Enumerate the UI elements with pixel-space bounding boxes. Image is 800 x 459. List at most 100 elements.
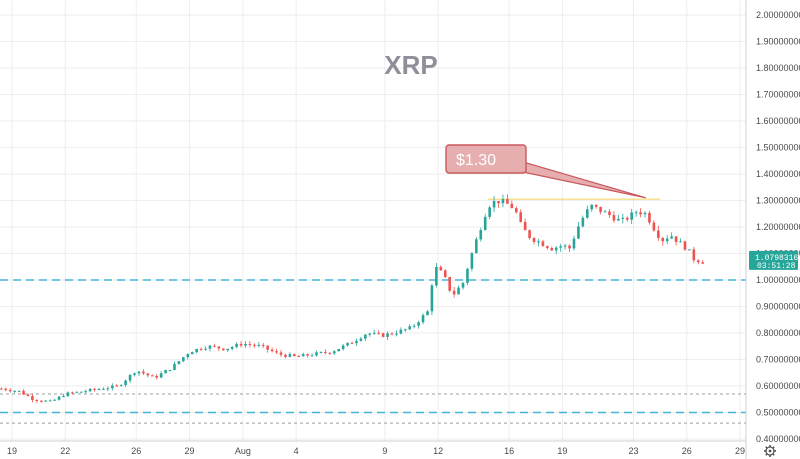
candle-body bbox=[75, 391, 79, 393]
candle bbox=[253, 343, 256, 348]
candle bbox=[182, 356, 185, 363]
candle-body bbox=[35, 400, 39, 402]
y-tick-label: 0.40000000 bbox=[756, 434, 800, 444]
candle bbox=[625, 216, 629, 222]
candle bbox=[461, 282, 465, 290]
candle bbox=[603, 209, 607, 213]
candle bbox=[381, 332, 385, 338]
candle-body bbox=[257, 344, 261, 346]
candle-body bbox=[696, 260, 700, 263]
candle-body bbox=[550, 248, 554, 251]
candle bbox=[399, 327, 403, 335]
candle bbox=[79, 391, 83, 393]
candle-body bbox=[341, 345, 345, 350]
candle-body bbox=[8, 390, 12, 392]
candle bbox=[630, 208, 633, 225]
candle-body bbox=[204, 348, 207, 350]
candle-body bbox=[417, 322, 420, 326]
candle bbox=[293, 353, 296, 357]
candle-body bbox=[514, 208, 518, 213]
candle-body bbox=[26, 394, 30, 397]
y-tick-label: 1.90000000 bbox=[756, 37, 800, 47]
candle bbox=[173, 361, 176, 371]
candle bbox=[701, 260, 705, 264]
candle bbox=[195, 348, 198, 354]
candle bbox=[106, 386, 110, 392]
last-price-countdown: 03:51:28 bbox=[757, 262, 796, 271]
y-tick-label: 1.60000000 bbox=[756, 116, 800, 126]
candle bbox=[190, 351, 194, 355]
candle-body bbox=[501, 199, 505, 204]
candle-body bbox=[559, 246, 562, 248]
candle-body bbox=[546, 246, 549, 249]
last-price-value: 1.07983163 bbox=[755, 254, 800, 263]
candle-body bbox=[173, 363, 176, 370]
candle bbox=[554, 246, 558, 255]
candle-body bbox=[17, 390, 21, 392]
candle-body bbox=[337, 349, 341, 352]
x-tick-label: 26 bbox=[131, 446, 141, 456]
candle bbox=[563, 243, 567, 250]
candle-body bbox=[253, 344, 256, 346]
gear-icon[interactable] bbox=[764, 445, 776, 457]
candle-body bbox=[137, 371, 141, 374]
candle bbox=[0, 387, 3, 390]
candle bbox=[235, 342, 238, 349]
candle bbox=[53, 399, 56, 401]
candle bbox=[408, 324, 412, 331]
candle-body bbox=[306, 354, 309, 356]
candle-body bbox=[288, 354, 292, 357]
candle bbox=[310, 353, 314, 357]
candle bbox=[581, 215, 585, 228]
candle-body bbox=[279, 352, 283, 355]
candle-body bbox=[186, 354, 190, 358]
candle bbox=[124, 379, 127, 387]
candle-body bbox=[572, 238, 576, 249]
candle-body bbox=[492, 200, 496, 208]
candle-body bbox=[470, 253, 474, 269]
candle bbox=[403, 328, 407, 333]
x-tick-label: 9 bbox=[382, 446, 387, 456]
candle-body bbox=[395, 333, 398, 335]
candle-body bbox=[0, 388, 3, 390]
candle bbox=[657, 225, 660, 241]
candle bbox=[337, 348, 341, 352]
candle bbox=[44, 399, 48, 402]
candle-body bbox=[452, 290, 456, 295]
candle-body bbox=[315, 352, 318, 356]
time-axis[interactable]: 19 22 26 29 Aug 4 9 12 16 19 23 26 29 bbox=[7, 446, 745, 456]
candle bbox=[186, 353, 190, 360]
price-callout[interactable]: $1.30 bbox=[445, 144, 647, 199]
candle-body bbox=[634, 212, 638, 214]
candle-body bbox=[275, 351, 278, 353]
candle bbox=[284, 353, 287, 359]
y-tick-label: 0.50000000 bbox=[756, 408, 800, 418]
candle bbox=[368, 332, 372, 337]
candle bbox=[559, 243, 562, 252]
candle bbox=[315, 350, 318, 357]
candle bbox=[550, 246, 554, 251]
candle-body bbox=[466, 268, 469, 283]
candle bbox=[301, 352, 305, 357]
candle-body bbox=[643, 212, 647, 215]
candle bbox=[26, 393, 30, 397]
candle-body bbox=[585, 209, 589, 218]
candle bbox=[443, 268, 447, 278]
y-tick-label: 1.50000000 bbox=[756, 143, 800, 153]
candle-body bbox=[421, 315, 425, 323]
price-axis[interactable]: 2.00000000 1.90000000 1.80000000 1.70000000… bbox=[756, 10, 800, 444]
y-tick-label: 1.80000000 bbox=[756, 63, 800, 73]
candle-body bbox=[217, 346, 221, 349]
candle-body bbox=[661, 237, 665, 242]
candle bbox=[501, 194, 505, 208]
candle bbox=[568, 244, 571, 253]
candle-body bbox=[670, 236, 673, 239]
candle bbox=[594, 204, 598, 209]
candle bbox=[506, 194, 509, 204]
candle bbox=[102, 387, 105, 391]
x-tick-label: 16 bbox=[504, 446, 514, 456]
candle-body bbox=[594, 204, 598, 207]
x-tick-label: 23 bbox=[628, 446, 638, 456]
candle-body bbox=[519, 212, 523, 222]
